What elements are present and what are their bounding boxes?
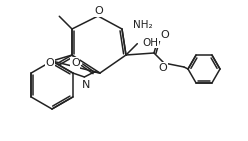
Text: O: O bbox=[45, 58, 54, 68]
Text: O: O bbox=[159, 63, 167, 73]
Text: O: O bbox=[71, 58, 80, 68]
Text: N: N bbox=[82, 80, 91, 90]
Text: OH: OH bbox=[142, 38, 158, 48]
Text: NH₂: NH₂ bbox=[133, 20, 153, 30]
Text: O: O bbox=[160, 30, 169, 40]
Text: O: O bbox=[95, 6, 103, 16]
